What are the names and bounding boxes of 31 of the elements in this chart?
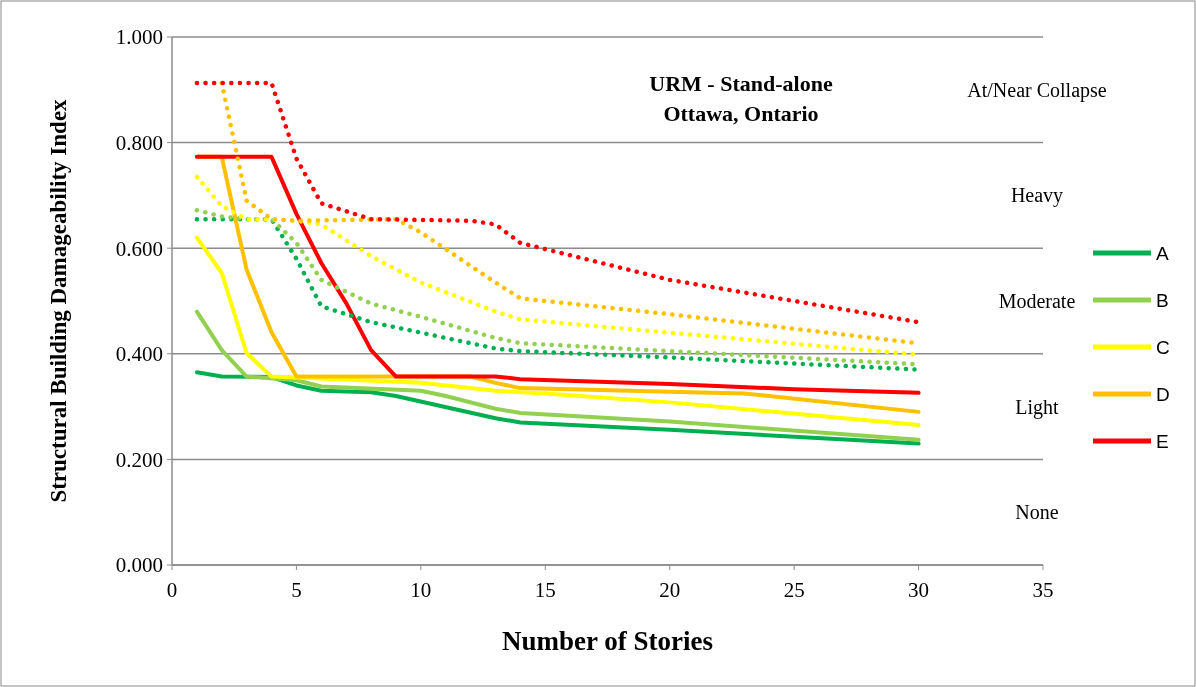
y-tick-label: 1.000 — [115, 25, 163, 50]
x-tick-label: 30 — [908, 578, 930, 602]
line-series — [194, 309, 921, 442]
line-series — [194, 235, 921, 428]
annotation: None — [1015, 501, 1059, 524]
x-tick-label: 0 — [166, 578, 178, 602]
text: Ottawa, Ontario — [663, 101, 819, 126]
x-axis-title: Number of Stories — [502, 626, 713, 656]
x-tick-label: 15 — [534, 578, 556, 602]
y-tick-label: 0.000 — [115, 553, 163, 578]
legend-label: B — [1156, 289, 1169, 311]
y-tick-label: 0.200 — [115, 447, 163, 472]
legend-label: C — [1156, 336, 1170, 358]
legend-label: E — [1156, 430, 1169, 452]
legend-label: D — [1156, 383, 1170, 405]
y-tick-label: 0.400 — [115, 342, 163, 367]
legend-label: A — [1156, 242, 1169, 264]
x-tick-label: 25 — [783, 578, 805, 602]
annotation: Light — [1015, 395, 1060, 419]
y-tick-label: 0.800 — [115, 130, 163, 155]
annotation: At/Near Collapse — [967, 78, 1107, 102]
x-tick-label: 35 — [1032, 578, 1054, 602]
x-tick-label: 5 — [291, 578, 302, 602]
text: URM - Stand-alone — [649, 71, 833, 96]
annotation: Heavy — [1010, 184, 1064, 208]
y-axis-title: Structural Building Damageability Index — [46, 98, 71, 503]
x-tick-label: 10 — [410, 578, 432, 602]
line-series — [194, 370, 921, 446]
y-tick-label: 0.600 — [115, 236, 163, 261]
x-tick-label: 20 — [659, 578, 681, 602]
annotation: Moderate — [998, 290, 1076, 312]
